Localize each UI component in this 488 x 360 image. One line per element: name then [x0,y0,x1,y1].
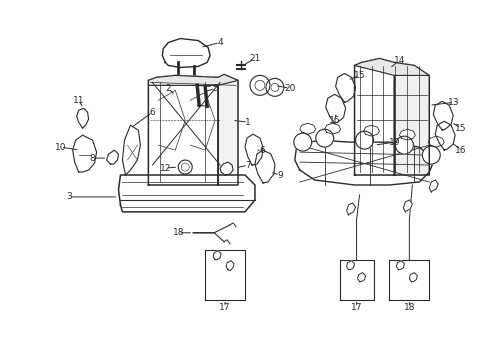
Text: 18: 18 [403,303,414,312]
Text: 21: 21 [249,54,260,63]
Polygon shape [225,261,234,271]
Text: 6: 6 [259,145,264,154]
Polygon shape [428,180,437,192]
Text: 16: 16 [328,116,340,125]
Polygon shape [294,140,433,185]
Text: 1: 1 [244,118,250,127]
Polygon shape [363,125,379,136]
Circle shape [181,163,189,171]
Polygon shape [299,123,315,134]
Polygon shape [148,75,238,85]
Polygon shape [162,39,210,67]
Polygon shape [77,108,88,128]
Text: 15: 15 [353,71,365,80]
Circle shape [293,133,311,151]
Polygon shape [325,94,345,123]
Polygon shape [106,150,118,164]
Polygon shape [432,101,452,130]
Text: 10: 10 [55,143,66,152]
Polygon shape [118,175,254,212]
Text: 16: 16 [454,145,466,154]
Polygon shape [148,75,218,185]
Circle shape [254,80,264,90]
Polygon shape [354,58,394,175]
Polygon shape [254,150,274,183]
Text: 19: 19 [388,138,399,147]
Polygon shape [335,73,355,102]
Polygon shape [122,125,140,175]
Text: 9: 9 [276,171,282,180]
Text: 17: 17 [350,303,362,312]
Polygon shape [399,129,414,140]
Text: 2: 2 [165,84,171,93]
Text: 12: 12 [159,163,171,172]
Text: 3: 3 [66,193,71,202]
Circle shape [270,84,278,91]
Polygon shape [403,200,411,212]
Text: 18: 18 [172,228,183,237]
Polygon shape [434,121,454,150]
Circle shape [395,136,412,154]
Text: 7: 7 [244,161,250,170]
Polygon shape [73,135,96,172]
Polygon shape [357,273,365,282]
Polygon shape [354,58,428,75]
Polygon shape [394,62,428,175]
Polygon shape [346,261,354,270]
Text: 15: 15 [454,124,466,133]
Circle shape [315,129,333,147]
Polygon shape [408,273,416,282]
Polygon shape [427,136,443,147]
Polygon shape [213,251,221,260]
Text: 8: 8 [89,154,95,163]
Polygon shape [346,203,355,215]
Circle shape [422,146,439,164]
Circle shape [355,131,373,149]
Polygon shape [396,261,404,270]
Circle shape [265,78,283,96]
Text: 4: 4 [217,38,223,47]
Circle shape [178,160,192,174]
Text: 17: 17 [219,303,230,312]
Polygon shape [218,75,238,185]
Polygon shape [324,123,340,134]
Text: 6: 6 [149,108,155,117]
Text: 14: 14 [393,56,404,65]
Text: 11: 11 [73,96,84,105]
Text: 13: 13 [447,98,459,107]
Polygon shape [244,134,263,165]
Circle shape [249,75,269,95]
Text: 20: 20 [284,84,295,93]
Text: 5: 5 [212,84,218,93]
Polygon shape [220,162,233,175]
